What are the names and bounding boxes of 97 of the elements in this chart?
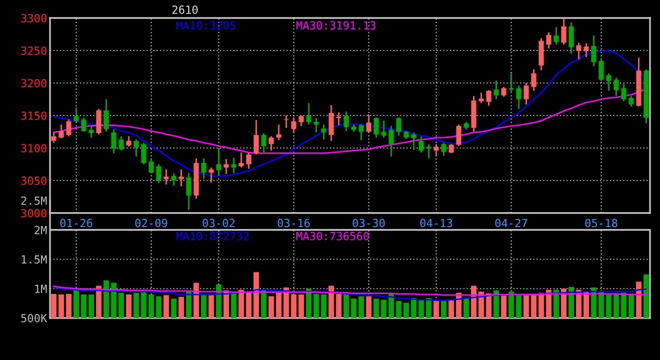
candlestick xyxy=(366,114,372,134)
candlestick xyxy=(186,172,192,210)
candlestick xyxy=(434,143,439,156)
candlestick xyxy=(486,89,492,106)
candlestick xyxy=(276,124,282,141)
x-tick-label: 03-30 xyxy=(352,218,385,228)
candlestick xyxy=(606,72,612,92)
candlestick xyxy=(591,34,596,67)
candlestick xyxy=(118,136,124,152)
line-series xyxy=(53,286,647,302)
text: MA10:3205 xyxy=(176,21,236,30)
candlestick xyxy=(134,138,139,158)
candlestick xyxy=(306,102,312,126)
text: MA10:872732 xyxy=(176,232,249,240)
candlestick xyxy=(201,158,206,180)
x-tick-label: 02-09 xyxy=(135,218,168,228)
y-tick-label: 3100 xyxy=(21,144,46,152)
candlestick xyxy=(314,117,319,134)
y-tick-label: 3150 xyxy=(21,112,46,120)
y-tick-label: 2M xyxy=(34,226,47,234)
candlestick xyxy=(148,158,154,174)
candlestick xyxy=(628,95,634,108)
candlestick xyxy=(178,168,184,188)
candlestick xyxy=(411,132,416,151)
text: MA30:736560 xyxy=(296,232,369,240)
candlestick xyxy=(74,107,79,123)
x-tick-label: 05-18 xyxy=(585,218,618,228)
candlestick xyxy=(508,72,514,94)
candlestick xyxy=(126,136,132,148)
x-tick-label: 01-26 xyxy=(60,218,92,228)
candlestick xyxy=(171,172,176,186)
candlestick xyxy=(291,116,296,134)
candlestick xyxy=(238,152,244,168)
candlestick xyxy=(614,77,619,97)
candlestick xyxy=(261,132,266,154)
candlestick xyxy=(141,142,146,165)
candlestick xyxy=(388,125,394,158)
y-tick-label: 2.5M xyxy=(21,196,47,205)
candlestick xyxy=(568,22,574,54)
candlestick xyxy=(344,110,349,132)
candlestick xyxy=(268,136,274,152)
candlestick xyxy=(501,86,506,98)
candlestick xyxy=(66,118,72,137)
y-tick-label: 3200 xyxy=(21,79,46,88)
candlestick xyxy=(231,157,236,174)
candlestick xyxy=(584,42,589,58)
candlestick xyxy=(531,68,536,92)
candlestick xyxy=(546,32,552,50)
candlestick xyxy=(298,114,304,127)
candlestick xyxy=(96,108,102,136)
x-tick-label: 03-02 xyxy=(202,218,235,228)
candlestick xyxy=(494,80,499,100)
candlestick xyxy=(524,82,529,106)
candlestick xyxy=(156,164,162,184)
candlestick xyxy=(328,104,334,142)
candlestick xyxy=(418,136,424,154)
candlestick xyxy=(208,166,214,184)
candlestick xyxy=(224,158,229,175)
candlestick xyxy=(88,124,94,138)
candlestick xyxy=(104,98,109,132)
candlestick xyxy=(396,116,402,136)
candlestick xyxy=(478,92,484,104)
x-tick-label: 04-13 xyxy=(420,218,452,228)
candlestick xyxy=(441,142,446,156)
candlestick xyxy=(81,116,86,132)
y-tick-label: 1.5M xyxy=(22,255,47,264)
candlestick xyxy=(374,116,379,138)
candlestick xyxy=(426,143,432,160)
y-tick-label: 500K xyxy=(21,314,48,322)
y-tick-label: 3000 xyxy=(21,209,46,218)
candlestick xyxy=(216,147,222,177)
candlestick xyxy=(358,124,364,141)
y-tick-label: 3250 xyxy=(21,46,46,55)
candlestick xyxy=(164,168,169,186)
chart-title: 2610 xyxy=(172,5,198,14)
y-tick-label: 3300 xyxy=(21,14,46,22)
candlestick xyxy=(58,124,64,139)
candlestick xyxy=(456,124,462,147)
text: MA30:3191.13 xyxy=(296,21,376,30)
candlestick xyxy=(598,58,604,82)
candlestick xyxy=(448,143,454,154)
x-tick-label: 04-27 xyxy=(495,218,528,228)
candlestick xyxy=(576,42,582,60)
y-tick-label: 1M xyxy=(35,284,47,293)
candlestick xyxy=(516,84,522,110)
candlestick xyxy=(111,128,116,154)
candlestick xyxy=(554,26,559,46)
candlestick xyxy=(246,152,252,170)
line-series xyxy=(53,286,647,296)
candlestick xyxy=(51,132,56,144)
candlestick xyxy=(321,124,326,140)
candlestick xyxy=(381,120,386,138)
x-tick-label: 03-16 xyxy=(278,218,310,228)
candlestick xyxy=(254,119,259,156)
y-tick-label: 3050 xyxy=(21,176,46,185)
candlestick xyxy=(561,18,566,46)
candlestick xyxy=(621,82,626,102)
